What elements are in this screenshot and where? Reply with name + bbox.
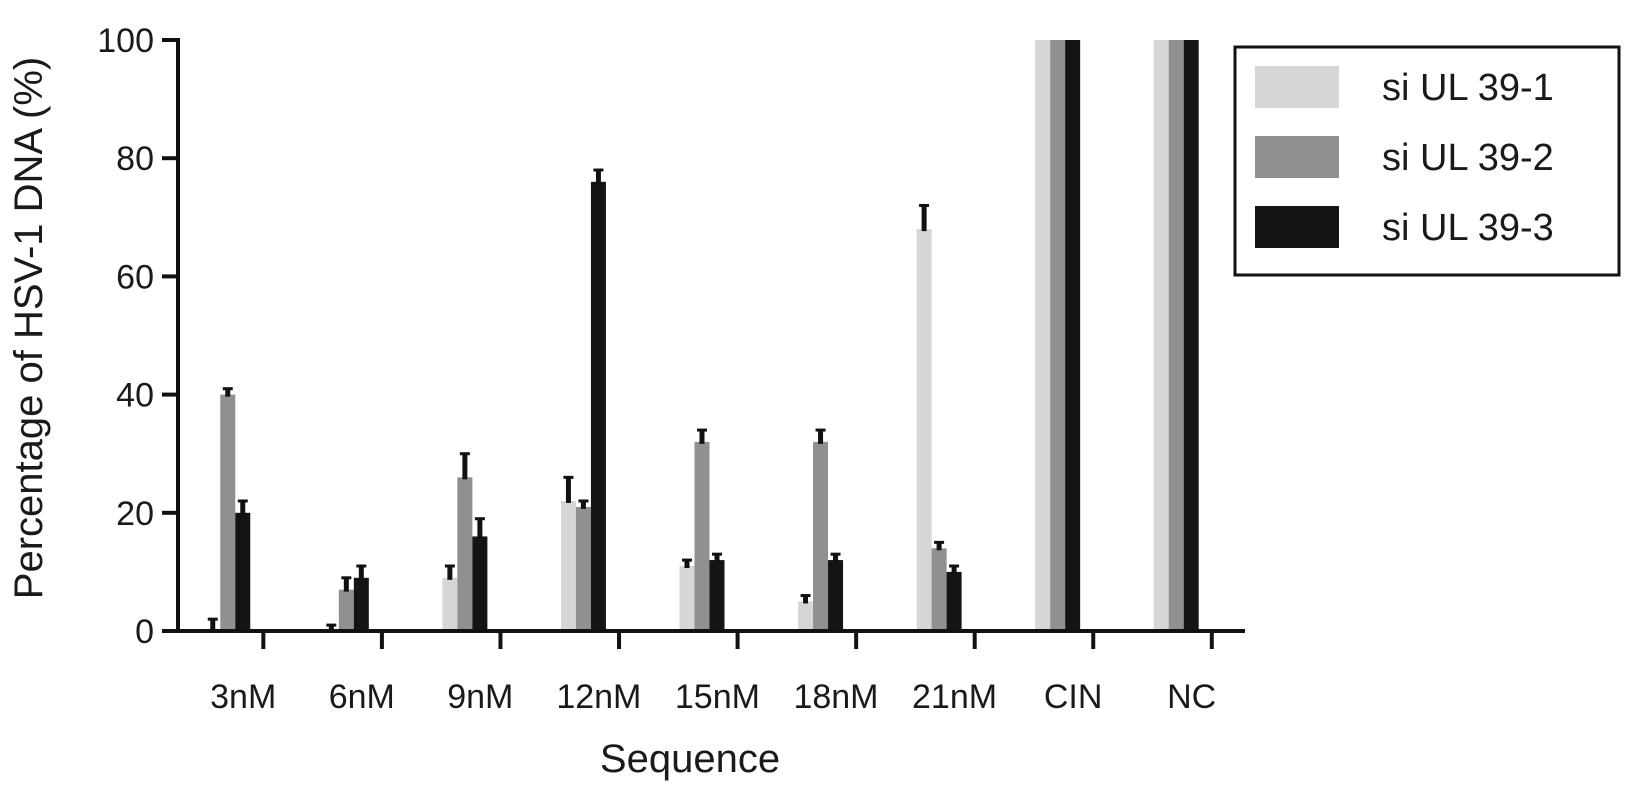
bars-layer <box>207 40 1199 633</box>
bar-si-ul-39-2-3nm <box>220 394 236 631</box>
x-tick-label: 12nM <box>556 678 641 716</box>
x-tick-label: 6nM <box>329 678 395 716</box>
bar-si-ul-39-1-cin <box>1035 40 1051 631</box>
bar-si-ul-39-2-12nm <box>575 506 591 631</box>
y-tick-label: 0 <box>135 613 154 651</box>
axes-layer <box>176 38 1245 633</box>
x-tick-label: 21nM <box>912 678 997 716</box>
x-tick-label: 3nM <box>210 678 276 716</box>
bar-si-ul-39-1-21nm <box>916 229 932 631</box>
x-tick-label: NC <box>1167 678 1216 716</box>
legend-swatch <box>1255 66 1339 108</box>
x-tick-label: 15nM <box>675 678 760 716</box>
bar-si-ul-39-3-3nm <box>235 512 251 631</box>
bar-si-ul-39-1-18nm <box>798 601 814 631</box>
x-tick-label: 18nM <box>793 678 878 716</box>
y-tick-label: 40 <box>116 377 154 415</box>
bar-si-ul-39-3-6nm <box>353 577 369 631</box>
bar-si-ul-39-2-9nm <box>457 477 473 631</box>
bar-si-ul-39-1-nc <box>1153 40 1169 631</box>
y-tick-label: 20 <box>116 495 154 533</box>
bar-si-ul-39-2-15nm <box>694 441 710 631</box>
bar-si-ul-39-2-nc <box>1168 40 1184 631</box>
bar-si-ul-39-2-18nm <box>813 441 829 631</box>
x-tick-label: CIN <box>1044 678 1103 716</box>
legend-items: si UL 39-1 si UL 39-2 si UL 39-3 <box>1255 66 1554 249</box>
legend-label: si UL 39-1 <box>1382 67 1554 109</box>
legend-swatch <box>1255 136 1339 178</box>
legend-label: si UL 39-3 <box>1382 207 1554 249</box>
y-axis-title: Percentage of HSV-1 DNA (%) <box>7 57 51 599</box>
bar-si-ul-39-3-15nm <box>709 560 725 631</box>
y-tick-label: 100 <box>97 22 154 60</box>
bar-si-ul-39-2-6nm <box>338 589 354 631</box>
bar-si-ul-39-1-9nm <box>442 577 458 631</box>
y-tick-label: 60 <box>116 258 154 296</box>
y-tick-label: 80 <box>116 140 154 178</box>
bar-si-ul-39-2-cin <box>1050 40 1066 631</box>
bar-si-ul-39-1-15nm <box>679 565 695 631</box>
legend-swatch <box>1255 206 1339 248</box>
bar-si-ul-39-3-18nm <box>828 560 844 631</box>
bar-si-ul-39-1-12nm <box>560 500 576 631</box>
x-tick-label: 9nM <box>447 678 513 716</box>
x-axis-title: Sequence <box>600 737 780 781</box>
bar-si-ul-39-3-12nm <box>590 181 606 631</box>
legend-label: si UL 39-2 <box>1382 137 1554 179</box>
bar-si-ul-39-2-21nm <box>931 548 947 631</box>
bar-si-ul-39-3-9nm <box>472 536 488 631</box>
bar-si-ul-39-3-21nm <box>946 571 962 631</box>
y-ticks: 0 20 40 60 80 100 <box>97 22 178 651</box>
bar-si-ul-39-3-cin <box>1065 40 1081 631</box>
x-ticks: 3nM 6nM 9nM 12nM 15nM 18nM 21nM CIN NC <box>210 631 1216 716</box>
bar-si-ul-39-3-nc <box>1183 40 1199 631</box>
legend: si UL 39-1 si UL 39-2 si UL 39-3 <box>1233 45 1621 277</box>
